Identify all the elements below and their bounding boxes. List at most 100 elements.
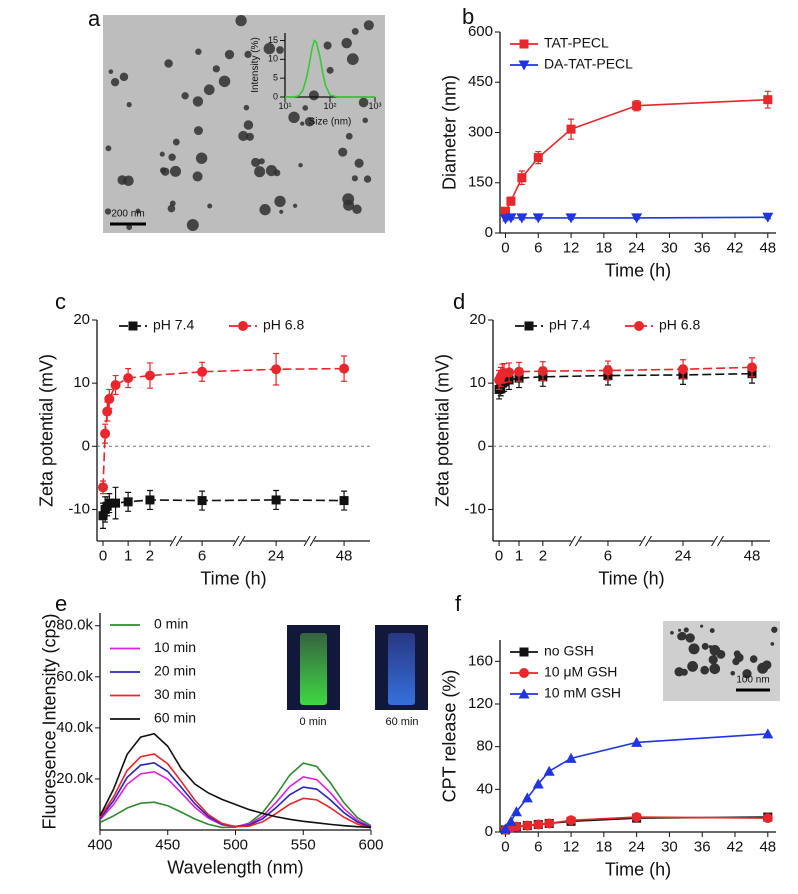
particle	[709, 645, 721, 656]
marker	[144, 370, 155, 381]
legend-label: 10 mM GSH	[544, 685, 621, 701]
particle	[244, 50, 252, 59]
y-axis-label: Zeta potential (mV)	[36, 354, 56, 507]
legend-label: pH 6.8	[659, 317, 700, 333]
series-line	[99, 732, 372, 829]
x-tick-label: 24	[675, 548, 692, 565]
x-axis-label: Time (h)	[598, 568, 664, 588]
marker	[602, 365, 613, 376]
x-tick-label: 48	[744, 548, 761, 565]
particle	[235, 14, 247, 27]
marker	[565, 752, 577, 763]
legend-marker	[518, 688, 530, 699]
x-tick-label: 24	[628, 240, 645, 257]
particle	[732, 657, 740, 666]
particle	[265, 165, 278, 177]
marker	[537, 366, 548, 377]
particle	[279, 209, 284, 214]
particle	[164, 59, 173, 68]
y-axis-label: Diameter (nm)	[439, 75, 459, 190]
particle	[742, 669, 752, 679]
x-tick-label: 36	[694, 240, 711, 257]
vial-photos	[287, 625, 428, 710]
x-tick-label: 10¹	[278, 101, 291, 111]
axis-break-gap	[571, 538, 580, 544]
particle	[302, 105, 309, 111]
axis-break-gap	[235, 538, 244, 544]
y-tick-label: 40.0k	[56, 719, 93, 736]
marker	[100, 428, 111, 439]
series-line	[285, 39, 375, 98]
particle	[338, 147, 348, 157]
particle	[274, 195, 286, 208]
y-tick-label: 0	[82, 437, 90, 454]
x-tick-label: 18	[595, 839, 612, 856]
marker	[566, 815, 577, 826]
axis-break	[645, 535, 652, 547]
particle	[186, 219, 199, 231]
y-tick-label: 20	[469, 311, 486, 328]
particle	[263, 42, 275, 55]
particle	[351, 27, 359, 35]
particle	[259, 204, 271, 216]
y-tick-label: 160	[468, 652, 493, 669]
series-line	[102, 367, 345, 488]
vial	[388, 633, 415, 705]
x-tick-label: 30	[661, 240, 678, 257]
particle	[218, 75, 231, 88]
marker	[631, 812, 642, 823]
marker	[514, 366, 525, 377]
legend-marker	[518, 60, 530, 71]
x-tick-label: 24	[628, 839, 645, 856]
scale-bar-label: 200 nm	[111, 209, 144, 220]
particle	[195, 152, 208, 164]
x-tick-label: 18	[595, 240, 612, 257]
particle	[749, 655, 758, 663]
panel-letter: c	[55, 289, 66, 314]
x-tick-label: 12	[563, 240, 580, 257]
marker	[517, 173, 527, 183]
x-tick-label: 450	[155, 837, 180, 854]
particle	[168, 153, 176, 161]
particle	[254, 166, 266, 178]
y-tick-label: 40	[476, 780, 493, 797]
tem-image	[103, 14, 385, 233]
y-tick-label: 10	[268, 54, 278, 64]
y-axis-label: Intensity (%)	[250, 37, 261, 93]
axis-break	[175, 535, 183, 547]
y-tick-label: -10	[68, 500, 90, 517]
y-tick-label: 60.0k	[56, 668, 93, 685]
axis-break	[574, 535, 582, 547]
y-tick-label: -10	[464, 500, 486, 517]
legend-label: 10 min	[154, 639, 196, 655]
axis-break	[639, 535, 646, 547]
particle	[181, 92, 189, 100]
y-tick-label: 300	[468, 123, 493, 140]
x-axis-label: Size (nm)	[309, 116, 352, 127]
axis-break-gap	[641, 538, 650, 544]
legend-label: 10 μM GSH	[544, 664, 617, 680]
particle	[358, 97, 369, 108]
panel-letter: a	[88, 6, 101, 31]
particle	[351, 175, 359, 182]
axis-break	[238, 535, 246, 547]
x-tick-label: 0	[99, 548, 107, 565]
y-axis-label: CPT release (%)	[439, 670, 459, 803]
plot: 0 5 10 15 10¹ 10² 10³ Size (nm) Intensity (%) 200…	[110, 33, 382, 226]
axis-break	[303, 535, 311, 547]
marker	[271, 364, 282, 375]
y-tick-label: 0	[273, 91, 278, 101]
panel-letter: e	[55, 591, 67, 616]
series-line	[498, 366, 753, 381]
particle	[243, 120, 254, 130]
y-tick-label: 150	[468, 174, 493, 191]
particle	[342, 193, 355, 206]
marker	[516, 213, 528, 224]
tem-inset	[663, 621, 780, 701]
axis-break	[568, 535, 576, 547]
legend-label: 0 min	[154, 616, 188, 632]
particle	[292, 203, 298, 208]
marker	[98, 511, 108, 521]
vial-label: 60 min	[385, 716, 418, 728]
x-tick-label: 550	[291, 837, 316, 854]
